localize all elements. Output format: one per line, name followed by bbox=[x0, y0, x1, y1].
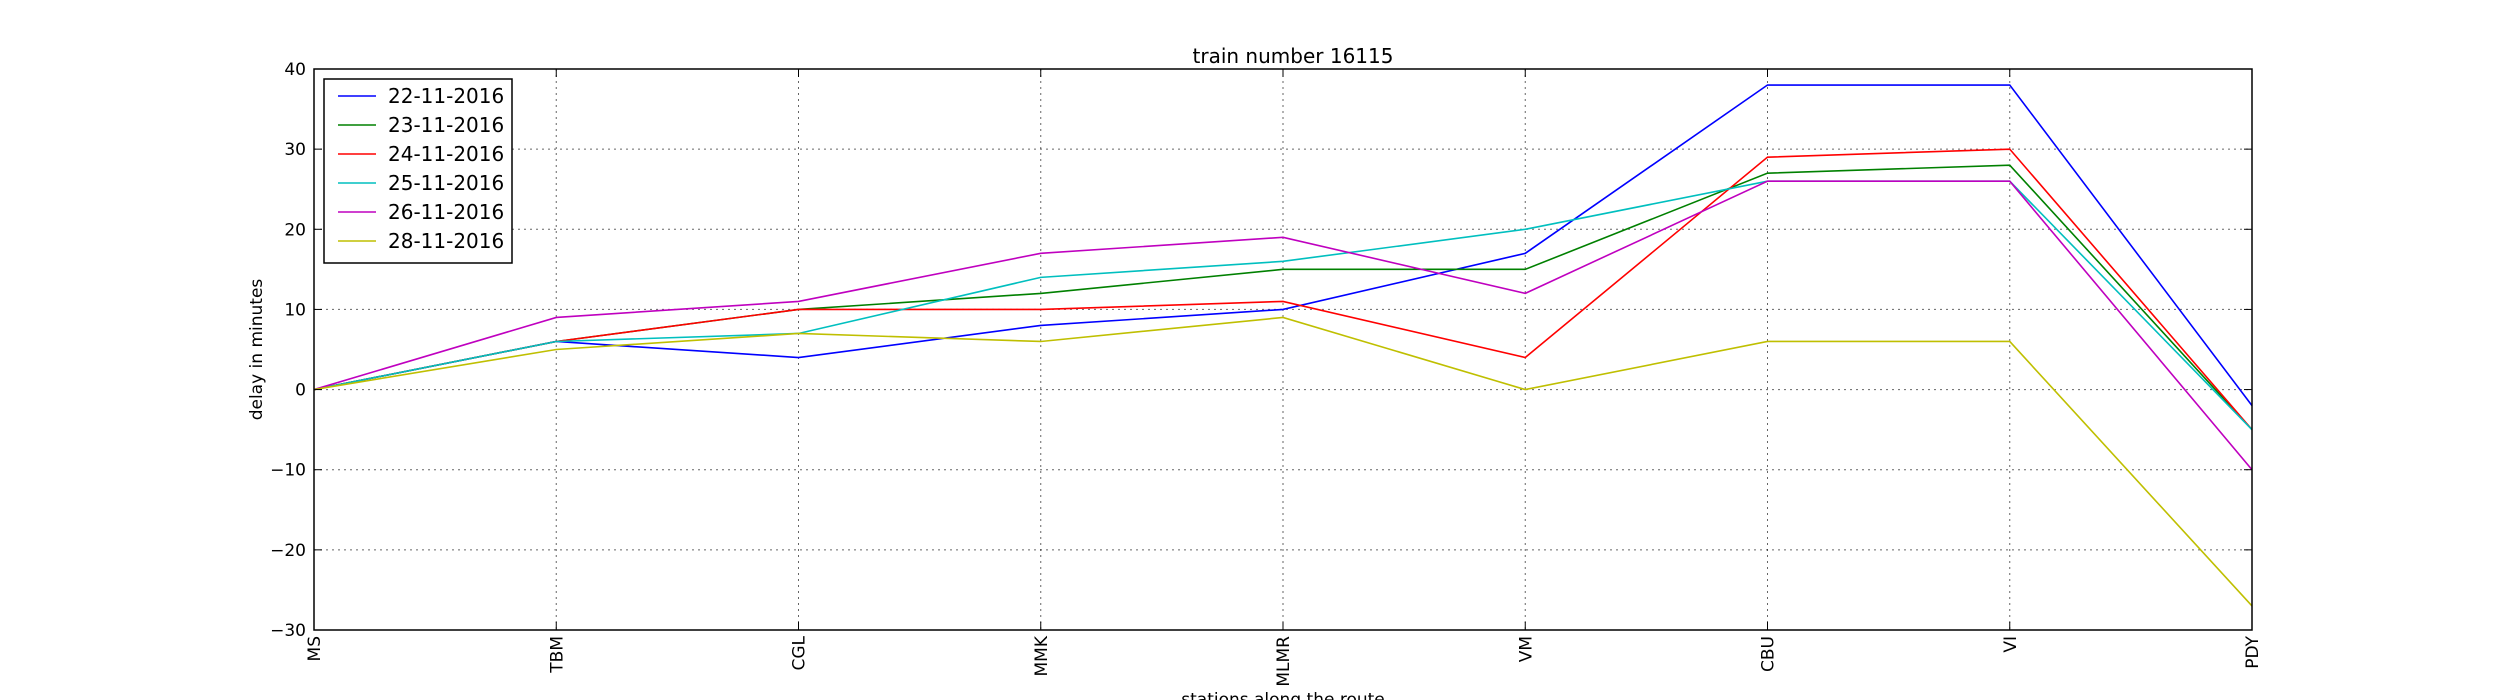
series-line bbox=[313, 316, 2253, 607]
legend-entry-label: 23-11-2016 bbox=[388, 113, 504, 137]
series-line bbox=[313, 180, 2253, 471]
legend-entry-label: 28-11-2016 bbox=[388, 229, 504, 253]
legend-entry-label: 22-11-2016 bbox=[388, 84, 504, 108]
x-tick-label: MMK bbox=[1032, 635, 1052, 676]
x-tick-label: CBU bbox=[1759, 636, 1779, 672]
y-tick-label: 10 bbox=[284, 300, 306, 320]
y-tick-label: −30 bbox=[270, 621, 306, 641]
x-tick-label: VI bbox=[2001, 636, 2021, 653]
x-tick-label: MS bbox=[305, 636, 325, 661]
legend: 22-11-2016 23-11-2016 24-11-2016 25-11-2016… bbox=[323, 78, 513, 264]
x-tick-label: VM bbox=[1516, 636, 1536, 662]
y-tick-label: 0 bbox=[295, 381, 306, 401]
series-line bbox=[313, 148, 2253, 431]
chart-title: train number 16115 bbox=[1193, 44, 1394, 68]
y-axis-label: delay in minutes bbox=[247, 279, 267, 421]
y-tick-label: 20 bbox=[284, 220, 306, 240]
y-tick-label: 40 bbox=[284, 60, 306, 80]
legend-box bbox=[323, 78, 513, 264]
series-lines bbox=[313, 84, 2253, 607]
x-axis-label: stations along the route bbox=[1181, 690, 1385, 700]
legend-entry-label: 26-11-2016 bbox=[388, 200, 504, 224]
grid-lines bbox=[314, 69, 2252, 630]
x-tick-label: PDY bbox=[2243, 635, 2263, 668]
x-tick-label: CGL bbox=[790, 635, 810, 670]
x-tick-label: TBM bbox=[547, 636, 567, 674]
y-tick-label: 30 bbox=[284, 140, 306, 160]
series-line bbox=[313, 180, 2253, 431]
y-tick-label: −10 bbox=[270, 461, 306, 481]
y-tick-label: −20 bbox=[270, 541, 306, 561]
legend-entry-label: 25-11-2016 bbox=[388, 171, 504, 195]
series-line bbox=[313, 84, 2253, 407]
x-tick-label: MLMR bbox=[1274, 636, 1294, 687]
legend-entry-label: 24-11-2016 bbox=[388, 142, 504, 166]
axis-ticks: MS TBM CGL MMK MLMR VM CBU VI PDY −30 −20 −10 0 10 20 3… bbox=[270, 60, 2263, 687]
